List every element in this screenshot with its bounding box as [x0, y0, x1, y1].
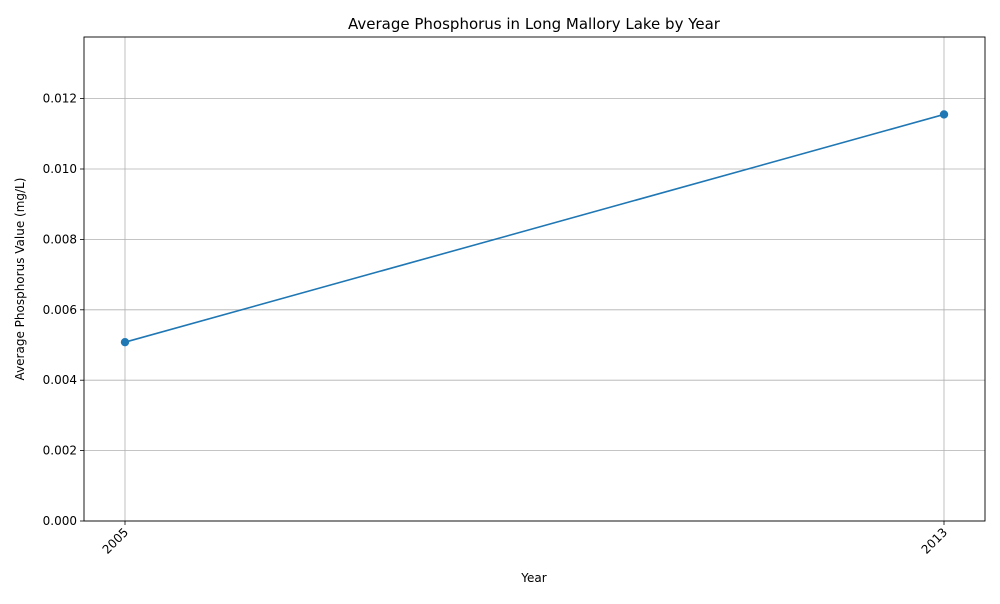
axes-layer: [83, 36, 986, 522]
y-tick-label: 0.000: [43, 514, 77, 528]
plot-area-frame: [83, 36, 986, 522]
y-tick-label: 0.008: [43, 232, 77, 246]
y-tick-label: 0.004: [43, 373, 77, 387]
data-point: [120, 337, 130, 347]
y-axis-label: Average Phosphorus Value (mg/L): [13, 178, 27, 381]
grid-layer: [84, 37, 985, 522]
y-tick-label: 0.002: [43, 444, 77, 458]
y-tick-label: 0.012: [43, 92, 77, 106]
y-tick-label: 0.006: [43, 303, 77, 317]
chart-title: Average Phosphorus in Long Mallory Lake …: [348, 15, 721, 33]
series-line: [124, 113, 945, 343]
x-axis-label: Year: [520, 571, 546, 585]
data-point: [939, 110, 949, 119]
y-tick-label: 0.010: [43, 162, 77, 176]
series-layer: [120, 110, 949, 347]
